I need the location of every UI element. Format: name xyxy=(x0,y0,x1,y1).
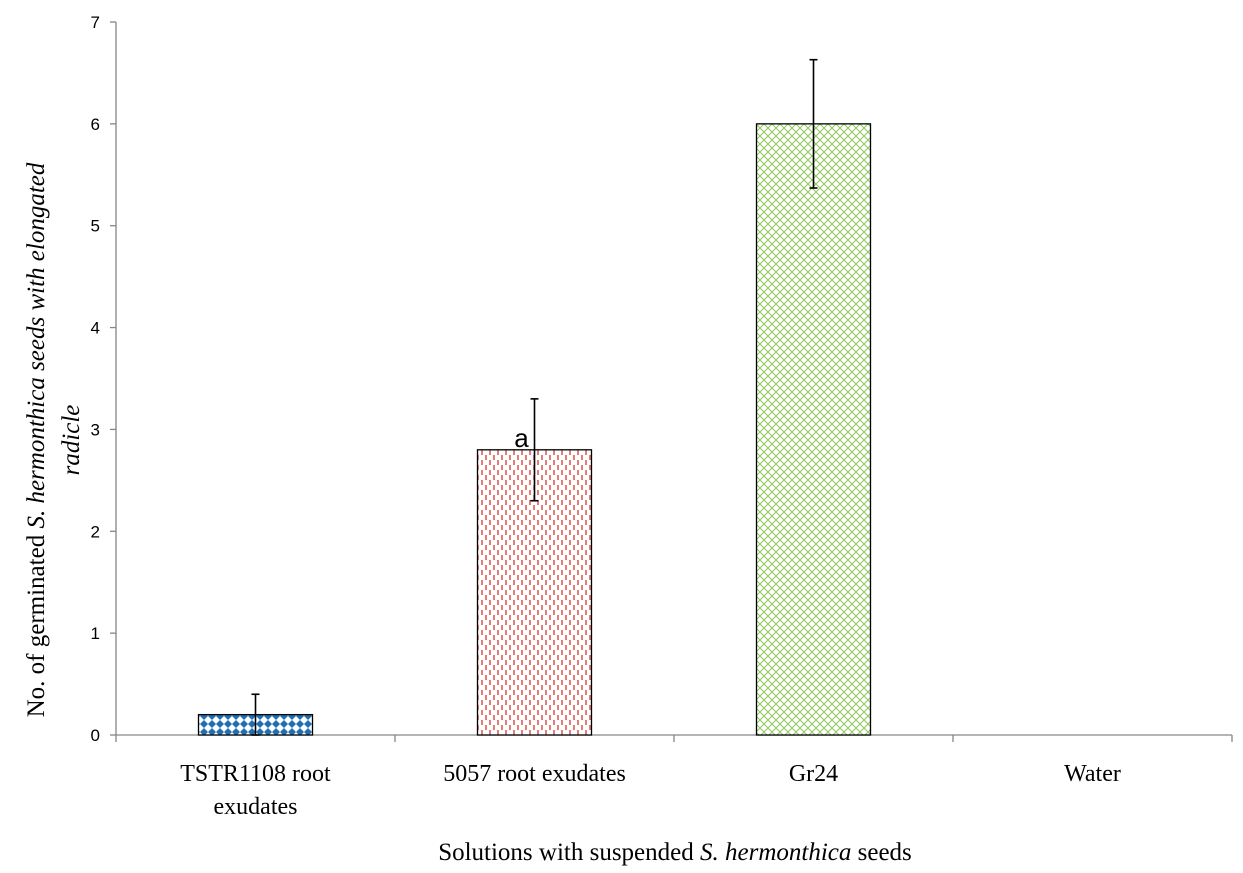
x-axis-title: Solutions with suspended S. hermonthica … xyxy=(438,839,912,866)
y-tick-label: 2 xyxy=(91,522,100,541)
y-axis-title-line-1: No. of germinated S. hermonthica seeds w… xyxy=(23,162,50,717)
annotations-group: a xyxy=(514,423,529,453)
bar xyxy=(755,123,872,736)
y-tick-label: 4 xyxy=(91,319,100,338)
y-axis-title-line-2: radicle xyxy=(58,405,85,476)
y-tick-label: 7 xyxy=(91,13,100,32)
y-axis-title: No. of germinated S. hermonthica seeds w… xyxy=(23,162,85,717)
category-label: 5057 root exudates xyxy=(443,761,626,787)
category-label: Gr24 xyxy=(789,761,838,787)
significance-label: a xyxy=(514,423,529,453)
category-label: TSTR1108 root xyxy=(180,761,331,787)
category-labels-group: TSTR1108 root exudates 5057 root exudates G… xyxy=(180,761,1121,820)
y-tick-group: 0 1 2 3 4 5 6 7 xyxy=(91,13,116,745)
category-label: exudates xyxy=(214,794,298,820)
y-tick-label: 3 xyxy=(91,420,100,439)
y-tick-label: 0 xyxy=(91,726,100,745)
x-tick-group xyxy=(115,735,1233,742)
y-tick-label: 5 xyxy=(91,217,100,236)
y-tick-label: 1 xyxy=(91,624,100,643)
error-bars-group xyxy=(251,58,818,736)
bars-group xyxy=(197,123,872,736)
category-label: Water xyxy=(1064,761,1121,787)
y-tick-label: 6 xyxy=(91,115,100,134)
